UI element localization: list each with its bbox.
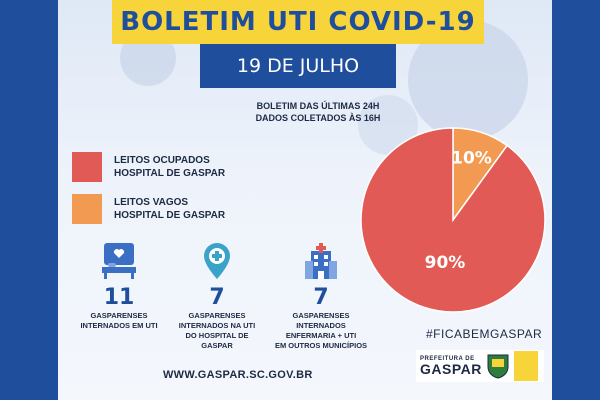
stat-label-line: DO HOSPITAL DE <box>185 331 249 340</box>
legend-label: LEITOS OCUPADOS HOSPITAL DE GASPAR <box>114 154 225 180</box>
logo-big-text: GASPAR <box>420 361 482 377</box>
hospital-building-icon <box>305 243 337 279</box>
legend-swatch-occupied <box>72 152 102 182</box>
icon-holder <box>256 240 386 282</box>
stat-label-line: GASPARENSES <box>292 311 350 320</box>
stat-label-line: ENFERMARIA + UTI <box>285 331 357 340</box>
stat-value: 11 <box>103 285 135 310</box>
pie-slice-occupied <box>360 127 546 313</box>
stat-label-line: GASPARENSES <box>188 311 246 320</box>
location-cross-icon <box>204 243 230 279</box>
logo-text: PREFEITURA DE GASPAR <box>420 356 482 376</box>
pie-label-vacant: 10% <box>451 148 492 168</box>
date-label: 19 DE JULHO <box>236 55 360 77</box>
legend-line: HOSPITAL DE GASPAR <box>114 210 226 221</box>
legend-item-vacant: LEITOS VAGOS HOSPITAL DE GASPAR <box>72 194 225 224</box>
stat-label: GASPARENSES INTERNADOS NA UTI DO HOSPITA… <box>152 311 282 351</box>
stat-label-line: INTERNADOS NA UTI <box>178 321 256 330</box>
legend-item-occupied: LEITOS OCUPADOS HOSPITAL DE GASPAR <box>72 152 225 182</box>
pie-chart: 10% 90% <box>358 125 548 315</box>
legend-label: LEITOS VAGOS HOSPITAL DE GASPAR <box>114 196 225 222</box>
stat-label: GASPARENSES INTERNADOS ENFERMARIA + UTI … <box>256 311 386 351</box>
stat-label-line: INTERNADOS <box>296 321 346 330</box>
icon-holder <box>152 240 282 282</box>
stat-value: 7 <box>313 285 329 310</box>
subtitle-line: DADOS COLETADOS ÀS 16H <box>255 113 381 123</box>
legend-line: LEITOS OCUPADOS <box>114 155 210 166</box>
stat-icu-gaspar: 7 GASPARENSES INTERNADOS NA UTI DO HOSPI… <box>152 240 282 351</box>
subtitle-line: BOLETIM DAS ÚLTIMAS 24H <box>256 101 380 111</box>
collection-info: BOLETIM DAS ÚLTIMAS 24H DADOS COLETADOS … <box>248 100 388 124</box>
website-url: WWW.GASPAR.SC.GOV.BR <box>163 369 313 381</box>
icon-holder <box>58 240 184 282</box>
stat-value: 7 <box>209 285 225 310</box>
city-logo: PREFEITURA DE GASPAR <box>416 350 544 382</box>
coat-of-arms-icon <box>487 354 509 379</box>
page-title: BOLETIM UTI COVID-19 <box>120 7 476 37</box>
stat-label: GASPARENSES INTERNADOS EM UTI <box>58 311 184 331</box>
pie-chart-svg: 10% 90% <box>360 127 546 313</box>
hashtag: #FICABEMGASPAR <box>426 327 543 341</box>
legend-line: LEITOS VAGOS <box>114 197 189 208</box>
date-banner: 19 DE JULHO <box>200 44 396 88</box>
hospital-bed-icon <box>102 243 136 279</box>
stat-other-municipalities: 7 GASPARENSES INTERNADOS ENFERMARIA + UT… <box>256 240 386 351</box>
stat-label-line: GASPAR <box>201 341 233 350</box>
stat-label-line: INTERNADOS EM UTI <box>80 321 158 330</box>
legend-swatch-vacant <box>72 194 102 224</box>
bulletin-card: BOLETIM UTI COVID-19 19 DE JULHO BOLETIM… <box>58 0 552 400</box>
stat-label-line: EM OUTROS MUNICÍPIOS <box>274 341 368 350</box>
stat-label-line: GASPARENSES <box>90 311 148 320</box>
pie-label-occupied: 90% <box>425 253 466 273</box>
legend-line: HOSPITAL DE GASPAR <box>114 168 226 179</box>
logo-small-text: PREFEITURA DE <box>420 356 475 362</box>
flag-stripe <box>513 351 538 381</box>
stat-icu-total: 11 GASPARENSES INTERNADOS EM UTI <box>58 240 184 331</box>
title-banner: BOLETIM UTI COVID-19 <box>112 0 484 44</box>
